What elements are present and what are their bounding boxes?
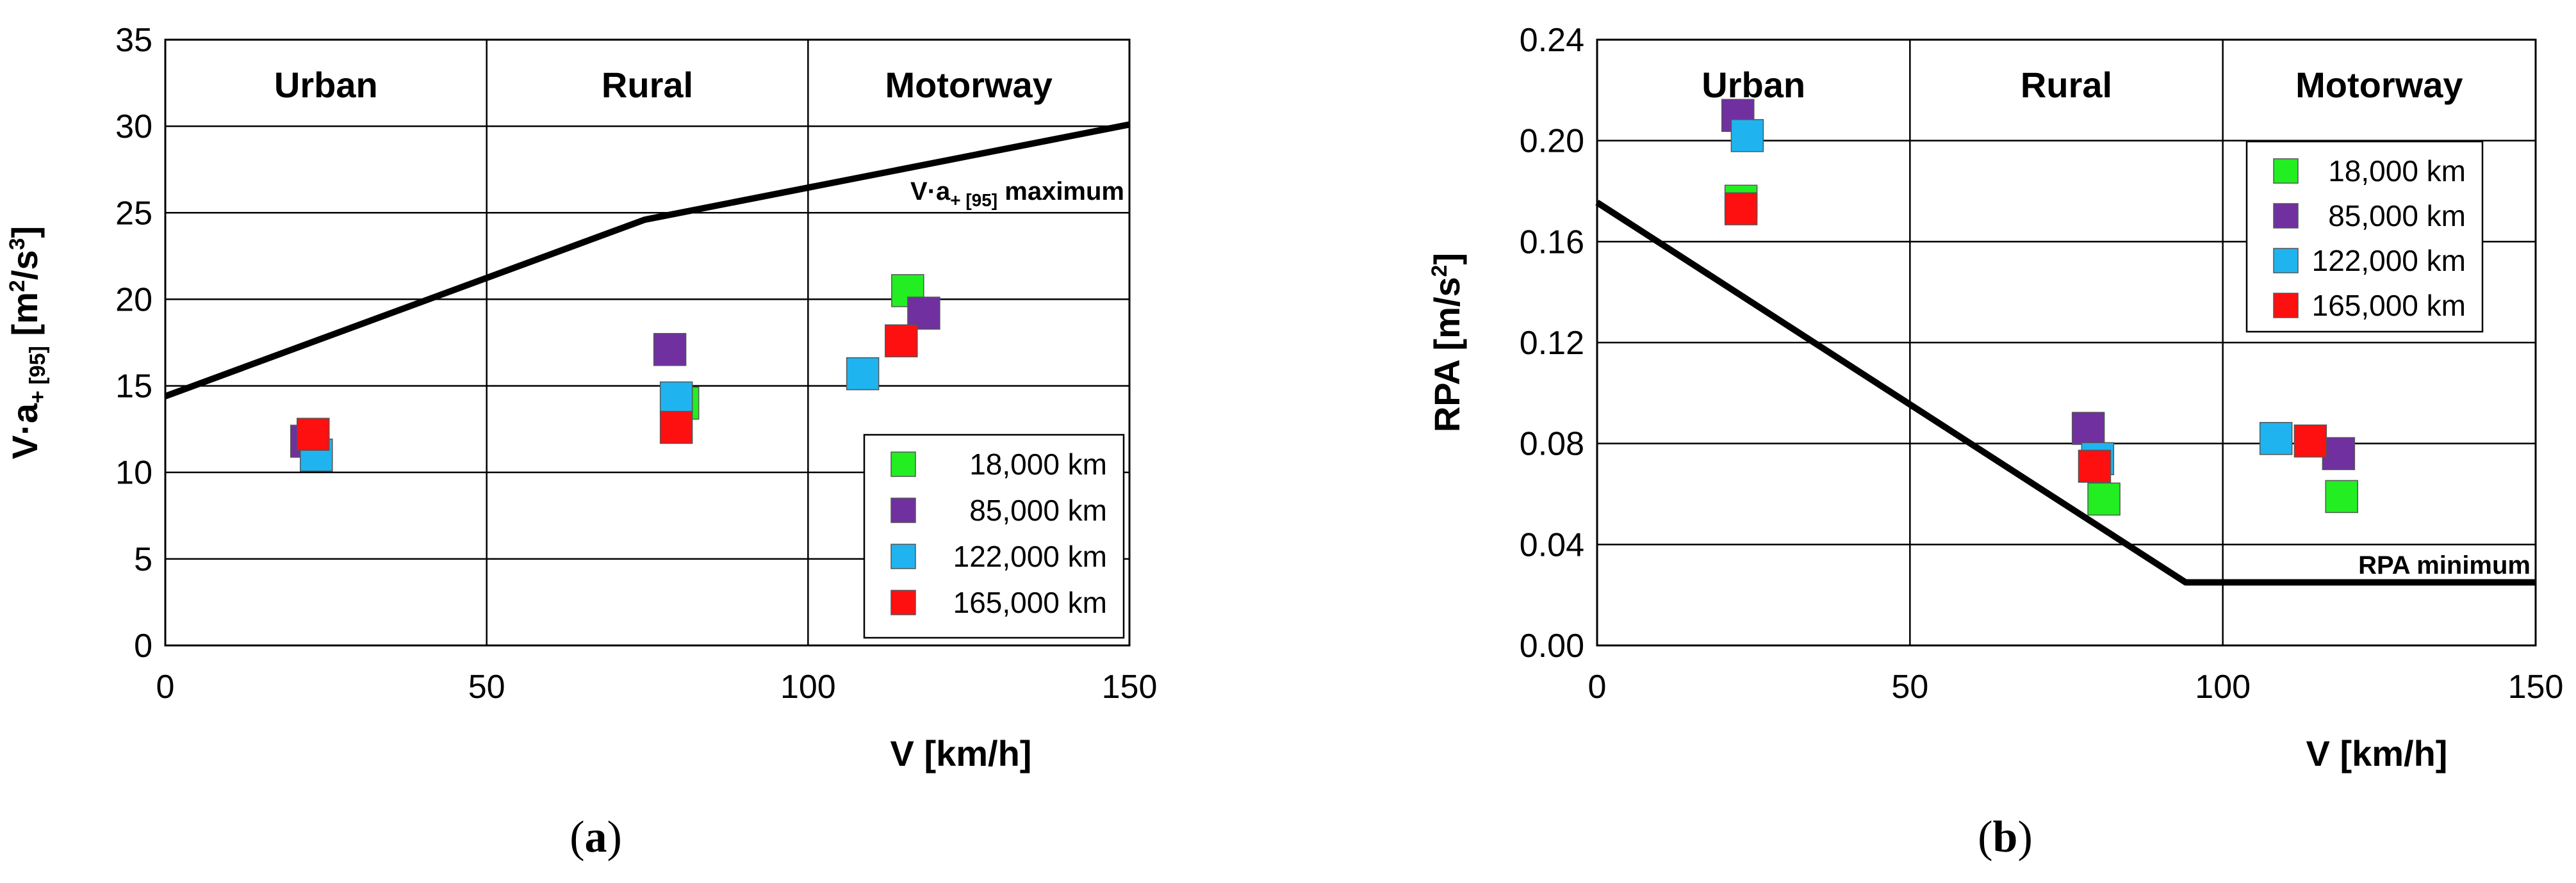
y-axis-label: V·a+ [95] [m2/s3] — [4, 226, 50, 459]
data-point-18000km — [2087, 482, 2121, 516]
limit-line-label-prefix: V·a — [910, 177, 951, 206]
y-axis-label-sup: 2 — [1427, 265, 1452, 277]
data-point-122000km — [2259, 422, 2293, 455]
y-tick-label: 5 — [134, 541, 152, 578]
plot-border — [1596, 38, 2537, 647]
data-point-85000km — [653, 333, 687, 366]
y-tick-label: 0.04 — [1520, 526, 1584, 563]
y-tick-label: 15 — [115, 368, 152, 405]
legend-label: 122,000 km — [953, 540, 1107, 573]
x-tick-label: 150 — [1102, 668, 1158, 706]
zone-label: Urban — [1702, 65, 1805, 105]
panel-caption-open: ( — [1978, 813, 1992, 862]
plot-border — [164, 38, 1131, 647]
panel-caption: (b) — [1978, 813, 2033, 862]
y-axis-label-sup: 3 — [5, 238, 29, 250]
data-point-165000km — [1724, 192, 1758, 225]
y-axis-label-sup: 2 — [5, 280, 29, 292]
y-tick-label: 30 — [115, 108, 152, 145]
legend-marker — [2273, 248, 2299, 273]
x-tick-label: 150 — [2508, 668, 2564, 706]
panel-caption: (a) — [570, 813, 622, 862]
data-point-165000km — [885, 324, 918, 358]
legend-marker — [2273, 293, 2299, 318]
limit-line — [1595, 200, 2536, 586]
panel-caption-close: ) — [607, 813, 622, 862]
panel-caption-open: ( — [570, 813, 584, 862]
y-tick-label: 0.16 — [1520, 223, 1584, 261]
x-tick-label: 0 — [1588, 668, 1607, 706]
data-point-85000km — [2071, 412, 2105, 445]
limit-line-label-sub: + [95] — [950, 190, 997, 210]
data-point-165000km — [2078, 450, 2112, 483]
panel-caption-close: ) — [2017, 813, 2032, 862]
y-axis-label-prefix: RPA [m/s — [1427, 277, 1467, 432]
data-point-165000km — [2293, 424, 2327, 458]
legend-marker — [890, 451, 916, 477]
legend-label: 85,000 km — [2328, 199, 2466, 232]
data-point-18000km — [2325, 480, 2358, 514]
zone-label: Rural — [602, 65, 693, 105]
y-axis-label-unit: /s — [4, 250, 45, 280]
x-axis-label: V [km/h] — [890, 733, 1032, 774]
y-tick-label: 0.12 — [1520, 325, 1584, 362]
x-tick-label: 50 — [1891, 668, 1928, 706]
data-point-85000km — [907, 296, 940, 330]
x-tick-label: 100 — [2195, 668, 2251, 706]
y-axis-label-unit: ] — [4, 226, 45, 238]
legend-label: 85,000 km — [969, 494, 1107, 527]
legend-label: 165,000 km — [953, 586, 1107, 619]
y-tick-label: 25 — [115, 195, 152, 232]
y-tick-label: 0.00 — [1520, 628, 1584, 665]
data-point-85000km — [2322, 437, 2356, 471]
limit-line — [164, 121, 1130, 400]
y-tick-label: 0 — [134, 628, 152, 665]
y-axis-label-sub: + [95] — [26, 346, 50, 403]
legend-label: 165,000 km — [2312, 289, 2466, 322]
data-point-122000km — [659, 381, 693, 415]
zone-label: Motorway — [2295, 65, 2463, 105]
limit-line-label-suffix: maximum — [997, 177, 1124, 206]
zone-label: Urban — [274, 65, 378, 105]
x-tick-label: 50 — [468, 668, 505, 706]
legend-marker — [2273, 203, 2299, 229]
legend-label: 18,000 km — [969, 448, 1107, 481]
y-tick-label: 35 — [115, 22, 152, 59]
limit-line-label: RPA minimum — [2358, 551, 2531, 579]
x-axis-label: V [km/h] — [2306, 733, 2448, 774]
zone-label: Rural — [2021, 65, 2112, 105]
y-tick-label: 10 — [115, 455, 152, 492]
legend-marker — [890, 498, 916, 523]
y-axis-label-unit: [m — [4, 292, 45, 346]
y-tick-label: 20 — [115, 281, 152, 318]
panel-caption-letter: a — [585, 813, 607, 862]
y-tick-label: 0.20 — [1520, 123, 1584, 160]
legend-marker — [2273, 158, 2299, 184]
y-axis-label-suffix: ] — [1427, 253, 1467, 265]
y-tick-label: 0.08 — [1520, 426, 1584, 463]
x-tick-label: 0 — [156, 668, 175, 706]
data-point-165000km — [659, 410, 693, 444]
legend-marker — [890, 544, 916, 569]
data-point-165000km — [297, 417, 330, 451]
legend-marker — [890, 590, 916, 615]
data-point-122000km — [1730, 119, 1764, 152]
panel-caption-letter: b — [1993, 813, 2018, 862]
y-axis-label-prefix: V·a — [4, 403, 45, 459]
zone-label: Motorway — [885, 65, 1052, 105]
limit-line-label: V·a+ [95] maximum — [910, 177, 1124, 210]
y-axis-label: RPA [m/s2] — [1427, 253, 1467, 432]
legend-label: 18,000 km — [2328, 154, 2466, 188]
x-tick-label: 100 — [780, 668, 836, 706]
y-tick-label: 0.24 — [1520, 22, 1584, 59]
chart-panel-b: Urban Rural Motorway RPA minimum 18,000 km 85… — [1427, 22, 2563, 862]
data-point-122000km — [846, 357, 880, 391]
legend-label: 122,000 km — [2312, 244, 2466, 277]
